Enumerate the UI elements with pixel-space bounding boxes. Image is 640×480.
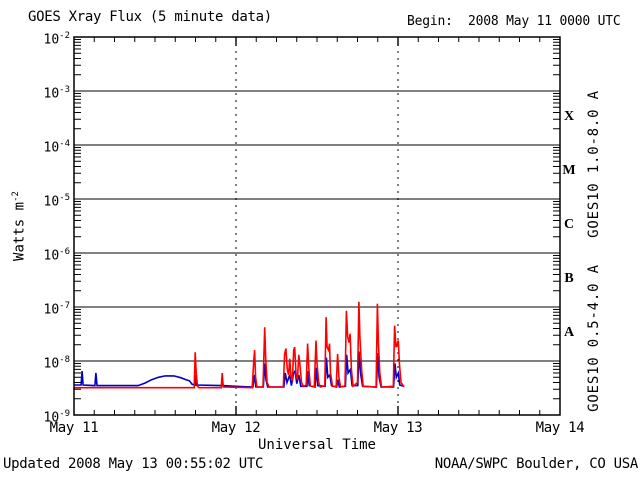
y-tick-exponent: -6 [59, 247, 70, 257]
y-tick-exponent: -9 [59, 409, 70, 419]
updated-timestamp: Updated 2008 May 13 00:55:02 UTC [3, 456, 264, 472]
y-tick-exponent: -5 [59, 193, 70, 203]
y-tick-base: 10 [43, 248, 60, 264]
x-tick-label: May 11 [49, 420, 99, 436]
y-tick-label: 10-6 [28, 244, 71, 264]
x-tick-label: May 14 [535, 420, 585, 436]
y-tick-base: 10 [43, 194, 60, 210]
series-label-short-channel: GOES10 0.5-4.0 A [586, 264, 602, 412]
y-tick-label: 10-5 [28, 190, 71, 210]
flare-class-letter: B [564, 271, 574, 286]
y-axis-label-base: Watts m [11, 201, 28, 261]
credit-text: NOAA/SWPC Boulder, CO USA [434, 456, 639, 472]
y-tick-base: 10 [43, 86, 60, 102]
begin-timestamp: Begin: 2008 May 11 0000 UTC [407, 14, 621, 29]
x-tick-label: May 12 [211, 420, 261, 436]
y-tick-base: 10 [43, 410, 60, 426]
y-tick-label: 10-2 [28, 28, 71, 48]
y-tick-base: 10 [43, 356, 60, 372]
y-tick-label: 10-7 [28, 298, 71, 318]
y-tick-base: 10 [43, 32, 60, 48]
y-tick-exponent: -7 [59, 301, 70, 311]
y-tick-label: 10-4 [28, 136, 71, 156]
y-tick-exponent: -8 [59, 355, 70, 365]
flare-class-letter: C [563, 217, 575, 232]
y-tick-label: 10-8 [28, 352, 71, 372]
x-tick-label: May 13 [373, 420, 423, 436]
y-tick-label: 10-3 [28, 82, 71, 102]
y-tick-base: 10 [43, 140, 60, 156]
y-axis-label-exponent: -2 [11, 191, 21, 202]
y-tick-exponent: -3 [59, 85, 70, 95]
y-axis-label: Watts m-2 [7, 146, 28, 306]
chart-title: GOES Xray Flux (5 minute data) [28, 9, 272, 25]
flare-class-letter: M [562, 163, 576, 178]
y-tick-label: 10-9 [28, 406, 71, 426]
flare-class-letter: X [563, 109, 575, 124]
y-tick-exponent: -4 [59, 139, 70, 149]
y-tick-exponent: -2 [59, 31, 70, 41]
flare-class-letter: A [563, 325, 575, 340]
y-tick-base: 10 [43, 302, 60, 318]
x-axis-label: Universal Time [257, 437, 376, 453]
